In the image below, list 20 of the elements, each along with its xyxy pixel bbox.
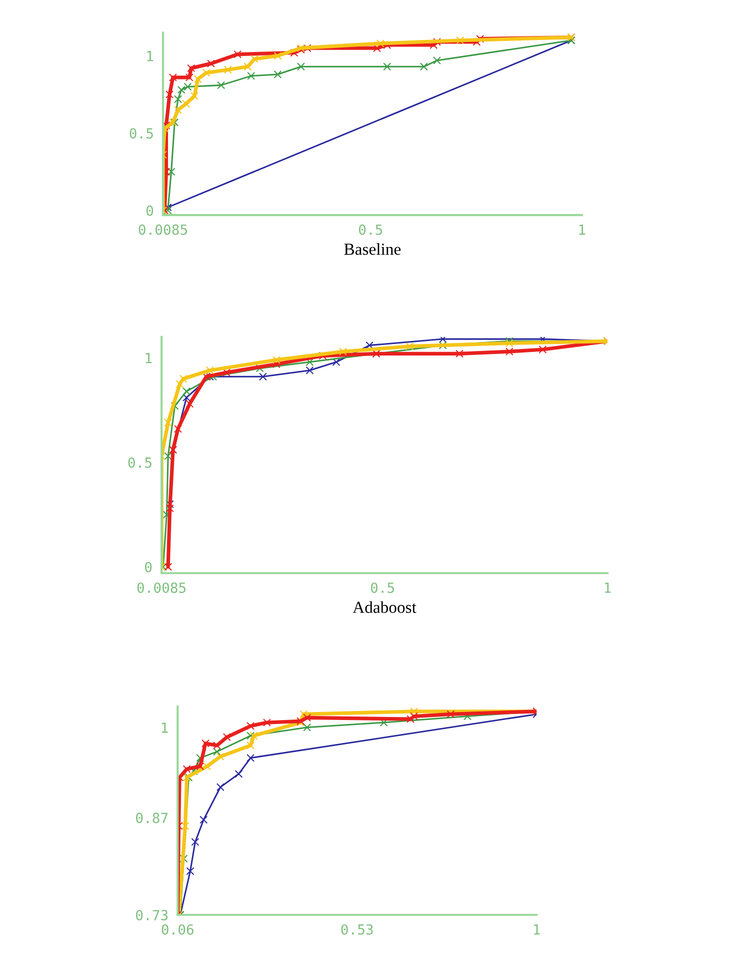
x-axis-title: Adaboost — [352, 601, 416, 613]
x-tick-label: 1 — [579, 224, 586, 235]
y-tick-label: 0 — [145, 562, 152, 572]
y-tick-label: 0.5 — [128, 457, 152, 468]
y-tick-label: 0.5 — [130, 128, 153, 139]
x-tick-label: 1 — [604, 582, 611, 593]
x-tick-label: 0.0085 — [138, 224, 187, 235]
y-tick-label: 0 — [146, 205, 154, 216]
y-tick-label: 1 — [146, 353, 152, 364]
y-tick-label: 0.73 — [136, 910, 168, 920]
x-axis-title: Baseline — [344, 243, 401, 255]
x-tick-label: 0.53 — [341, 924, 373, 935]
y-tick-label: 1 — [147, 51, 154, 62]
x-tick-label: 0.5 — [370, 582, 394, 593]
x-tick-label: 0.5 — [359, 224, 382, 235]
x-tick-label: 0.06 — [162, 924, 194, 935]
y-tick-label: 1 — [162, 722, 168, 733]
x-tick-label: 1 — [534, 924, 540, 935]
y-tick-label: 0.87 — [136, 812, 168, 824]
x-tick-label: 0.0085 — [137, 582, 186, 593]
